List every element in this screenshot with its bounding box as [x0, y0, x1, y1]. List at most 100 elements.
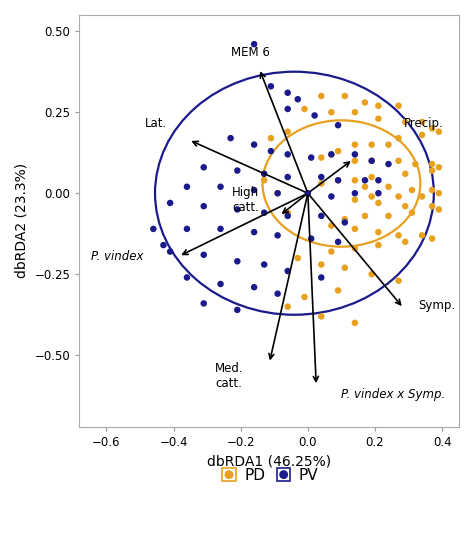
- Point: [217, 280, 224, 288]
- Point: [328, 150, 335, 159]
- Point: [318, 173, 325, 181]
- Point: [250, 186, 258, 194]
- Point: [284, 267, 292, 275]
- Point: [401, 237, 409, 246]
- Point: [284, 105, 292, 113]
- Point: [395, 276, 402, 285]
- Point: [351, 108, 359, 117]
- Point: [284, 302, 292, 311]
- Point: [418, 130, 426, 139]
- Point: [351, 225, 359, 233]
- Point: [411, 160, 419, 168]
- Point: [260, 260, 268, 269]
- Point: [428, 186, 436, 194]
- Legend: PD, PV: PD, PV: [214, 460, 325, 489]
- Point: [234, 205, 241, 214]
- Point: [351, 319, 359, 327]
- Point: [318, 312, 325, 321]
- Point: [368, 156, 375, 165]
- Point: [368, 270, 375, 279]
- Point: [374, 102, 382, 110]
- Point: [183, 225, 191, 233]
- Point: [334, 176, 342, 185]
- Point: [361, 212, 369, 220]
- Point: [267, 134, 275, 142]
- Point: [234, 257, 241, 266]
- Point: [351, 176, 359, 185]
- Point: [301, 293, 308, 301]
- Point: [150, 225, 157, 233]
- Point: [385, 160, 392, 168]
- Point: [341, 218, 348, 227]
- Point: [395, 156, 402, 165]
- Point: [284, 212, 292, 220]
- Point: [318, 273, 325, 282]
- Point: [334, 121, 342, 130]
- Point: [250, 40, 258, 48]
- Point: [183, 182, 191, 191]
- Point: [351, 195, 359, 204]
- Point: [374, 199, 382, 207]
- Point: [351, 156, 359, 165]
- Point: [334, 237, 342, 246]
- Point: [308, 153, 315, 162]
- Point: [318, 212, 325, 220]
- Point: [351, 189, 359, 198]
- Point: [260, 169, 268, 178]
- Text: Precip.: Precip.: [403, 117, 443, 130]
- Point: [368, 140, 375, 149]
- Point: [328, 108, 335, 117]
- Point: [234, 166, 241, 175]
- Point: [361, 176, 369, 185]
- Text: P. vindex x Symp.: P. vindex x Symp.: [341, 388, 446, 401]
- Point: [328, 192, 335, 201]
- Point: [318, 92, 325, 100]
- Point: [374, 228, 382, 236]
- Point: [401, 169, 409, 178]
- Point: [250, 228, 258, 236]
- Point: [368, 156, 375, 165]
- Point: [274, 289, 282, 298]
- Y-axis label: dbRDA2 (23.3%): dbRDA2 (23.3%): [15, 163, 29, 279]
- Point: [294, 95, 301, 104]
- Point: [217, 182, 224, 191]
- Point: [318, 179, 325, 188]
- Point: [341, 263, 348, 272]
- Point: [284, 89, 292, 97]
- Point: [361, 182, 369, 191]
- Point: [200, 163, 208, 172]
- Text: P. vindex: P. vindex: [91, 250, 143, 263]
- Point: [351, 150, 359, 159]
- Point: [435, 163, 443, 172]
- Point: [385, 212, 392, 220]
- Point: [361, 98, 369, 107]
- Point: [200, 202, 208, 211]
- Point: [284, 209, 292, 217]
- Point: [428, 124, 436, 132]
- Point: [308, 234, 315, 243]
- Point: [428, 166, 436, 175]
- Point: [334, 176, 342, 185]
- Point: [274, 189, 282, 198]
- Point: [395, 231, 402, 239]
- Point: [267, 82, 275, 91]
- Point: [428, 202, 436, 211]
- Point: [351, 140, 359, 149]
- Point: [435, 205, 443, 214]
- Point: [385, 182, 392, 191]
- Text: High
catt.: High catt.: [232, 186, 259, 214]
- Point: [234, 306, 241, 314]
- Point: [435, 189, 443, 198]
- Point: [401, 118, 409, 127]
- Point: [385, 140, 392, 149]
- Point: [200, 299, 208, 308]
- Point: [260, 209, 268, 217]
- Text: MEM 6: MEM 6: [231, 46, 270, 59]
- Text: Med.
catt.: Med. catt.: [215, 362, 243, 390]
- Point: [160, 241, 167, 249]
- Point: [318, 260, 325, 269]
- Point: [418, 118, 426, 127]
- Point: [267, 147, 275, 155]
- Point: [227, 134, 235, 142]
- Point: [368, 173, 375, 181]
